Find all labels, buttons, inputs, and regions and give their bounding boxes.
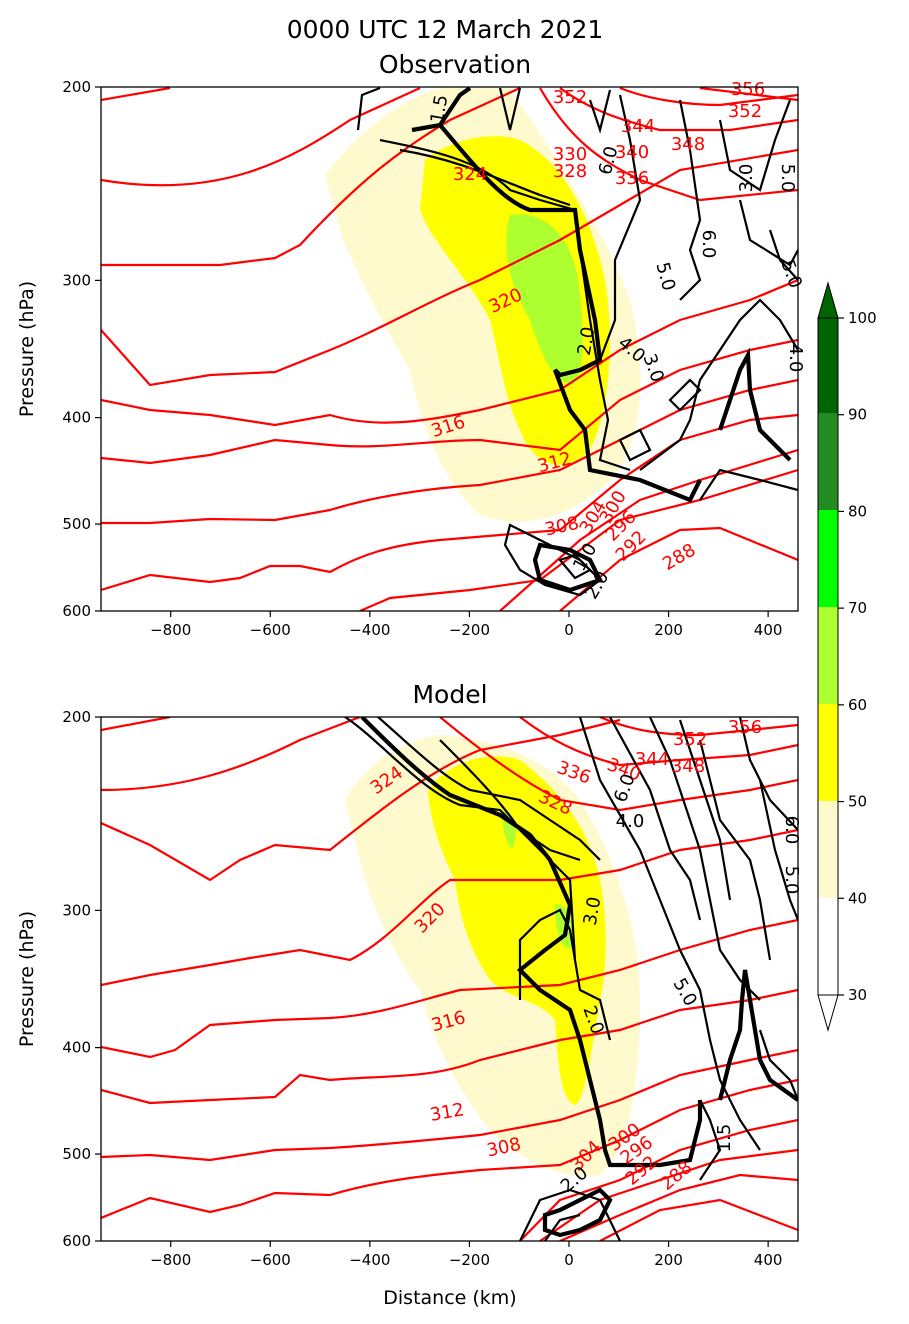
x-tick-label: 400 — [754, 621, 783, 639]
thick-contours — [411, 87, 792, 593]
colorbar-band-70-80 — [818, 510, 838, 607]
x-axis-label: Distance (km) — [383, 1287, 516, 1309]
x-tick-label: −800 — [150, 1251, 191, 1269]
x-tick-label: 400 — [754, 1251, 783, 1269]
contour-label: 5.0 — [781, 866, 802, 895]
theta-label: 336 — [615, 168, 649, 189]
colorbar-tick-label: 50 — [848, 793, 867, 811]
tick-marks: −800 −600 −400 −200 0 200 400 200 300 400 500 600 — [62, 708, 782, 1269]
x-tick-label: −200 — [449, 621, 490, 639]
colorbar-tick-label: 90 — [848, 406, 867, 424]
theta-label: 348 — [671, 756, 705, 777]
x-tick-label: −400 — [349, 1251, 390, 1269]
theta-label: 352 — [553, 87, 587, 108]
colorbar-band-90-100 — [818, 318, 838, 413]
contour-label: 3.0 — [580, 895, 606, 927]
x-tick-label: 200 — [654, 1251, 683, 1269]
theta-label: 312 — [428, 1099, 465, 1126]
colorbar-tick-label: 60 — [848, 696, 867, 714]
y-tick-label: 600 — [62, 602, 91, 620]
y-tick-label: 300 — [62, 901, 91, 919]
x-tick-label: −800 — [150, 621, 191, 639]
axes-frame — [100, 86, 799, 612]
y-tick-label: 500 — [62, 515, 91, 533]
y-tick-label: 200 — [62, 708, 91, 726]
x-tick-label: 0 — [564, 1251, 574, 1269]
theta-label: 352 — [728, 101, 762, 122]
theta-label: 330 — [553, 144, 587, 165]
colorbar-band-60-70 — [818, 607, 838, 704]
x-tick-label: −200 — [449, 1251, 490, 1269]
fill-50-60 — [428, 756, 606, 1105]
y-tick-label: 600 — [62, 1232, 91, 1250]
svg-text:Pressure (hPa): Pressure (hPa) — [16, 281, 38, 417]
theta-label: 356 — [731, 79, 765, 100]
theta-label: 328 — [553, 161, 587, 182]
theta-label: 340 — [615, 142, 649, 163]
y-tick-label: 200 — [62, 78, 91, 96]
contour-label: 1.5 — [714, 1124, 735, 1153]
theta-label: 344 — [635, 749, 669, 770]
black-contours — [344, 717, 798, 1241]
contour-label: 4.0 — [785, 344, 806, 373]
model-panel: 356 352 344 348 340 336 324 328 320 316 … — [16, 708, 802, 1309]
colorbar-band-80-90 — [818, 413, 838, 510]
colorbar-tick-label: 70 — [848, 599, 867, 617]
y-axis-label: Pressure (hPa) — [16, 281, 38, 417]
observation-panel: 352 356 352 344 348 340 330 336 328 324 … — [16, 78, 806, 639]
theta-label: 344 — [621, 116, 655, 137]
x-tick-label: −600 — [250, 1251, 291, 1269]
theta-label: 288 — [657, 1157, 697, 1195]
colorbar-tick-label: 80 — [848, 502, 867, 520]
y-tick-label: 500 — [62, 1145, 91, 1163]
colorbar: 30 40 50 60 70 80 90 100 — [817, 281, 877, 1032]
top-panel-title: Observation — [379, 50, 531, 79]
theta-label: 308 — [485, 1134, 523, 1162]
svg-text:Pressure (hPa): Pressure (hPa) — [16, 911, 38, 1047]
contour-label: 5.0 — [777, 164, 798, 193]
y-tick-label: 400 — [62, 1039, 91, 1057]
tick-marks: −800 −600 −400 −200 0 200 400 200 300 400 500 600 — [62, 78, 782, 639]
contour-label: 6.0 — [698, 230, 719, 259]
thick-contours — [360, 717, 798, 1238]
contour-label: 5.0 — [651, 260, 679, 293]
contour-label: 3.0 — [736, 164, 757, 193]
contour-label: 6.0 — [781, 816, 802, 845]
axes-frame — [100, 716, 799, 1242]
y-axis-label: Pressure (hPa) — [16, 911, 38, 1047]
colorbar-tick-label: 40 — [848, 889, 867, 907]
figure-suptitle: 0000 UTC 12 March 2021 — [287, 15, 604, 44]
colorbar-extend-low — [817, 994, 839, 1032]
theta-label: 352 — [673, 729, 707, 750]
black-contours — [356, 87, 798, 597]
colorbar-frame — [817, 317, 839, 996]
colorbar-band-40-50 — [818, 801, 838, 898]
theta-label: 324 — [453, 164, 487, 185]
theta-label: 348 — [671, 134, 705, 155]
fill-50-60 — [420, 136, 610, 465]
contour-label: 2.0 — [574, 325, 600, 357]
contour-label: 4.0 — [616, 811, 645, 832]
contour-label: 1.5 — [427, 93, 453, 125]
theta-label: 356 — [728, 717, 762, 738]
y-tick-label: 400 — [62, 409, 91, 427]
contour-label: 3.0 — [638, 351, 668, 385]
y-tick-label: 300 — [62, 271, 91, 289]
colorbar-ticks: 30 40 50 60 70 80 90 100 — [838, 309, 877, 1004]
colorbar-band-50-60 — [818, 704, 838, 801]
colorbar-tick-label: 100 — [848, 309, 877, 327]
bottom-panel-title: Model — [412, 680, 487, 709]
colorbar-tick-label: 30 — [848, 986, 867, 1004]
x-tick-label: −600 — [250, 621, 291, 639]
x-tick-label: 0 — [564, 621, 574, 639]
colorbar-extend-high — [817, 281, 839, 319]
theta-label: 288 — [659, 540, 699, 575]
x-tick-label: 200 — [654, 621, 683, 639]
x-tick-label: −400 — [349, 621, 390, 639]
colorbar-band-30-40 — [818, 898, 838, 995]
